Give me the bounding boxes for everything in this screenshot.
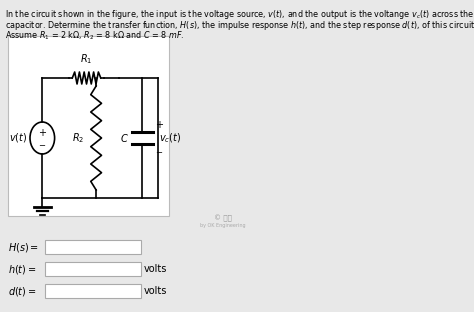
Text: $R_1$: $R_1$ (80, 52, 93, 66)
Text: $v(t)$: $v(t)$ (9, 131, 27, 144)
Text: capacitor. Determine the transfer function, $H(s)$, the impulse response $h(t)$,: capacitor. Determine the transfer functi… (5, 19, 474, 32)
FancyBboxPatch shape (8, 36, 169, 216)
Text: by OK Engineering: by OK Engineering (200, 222, 246, 227)
FancyBboxPatch shape (45, 240, 141, 254)
Text: $v_c(t)$: $v_c(t)$ (159, 131, 182, 145)
FancyBboxPatch shape (45, 284, 141, 298)
Text: $d(t) =$: $d(t) =$ (8, 285, 36, 298)
Text: $R_2$: $R_2$ (72, 131, 84, 145)
FancyBboxPatch shape (45, 262, 141, 276)
Text: $-$: $-$ (38, 139, 46, 149)
Text: © ⓄⓈ: © ⓄⓈ (214, 214, 232, 222)
Text: +: + (155, 120, 163, 130)
Text: $H(s) =$: $H(s) =$ (8, 241, 39, 253)
Text: +: + (38, 128, 46, 138)
Text: In the circuit shown in the figure, the input is the voltage source, $v(t)$, and: In the circuit shown in the figure, the … (5, 8, 474, 21)
Text: volts: volts (144, 286, 167, 296)
Text: $C$: $C$ (120, 132, 129, 144)
Text: $h(t) =$: $h(t) =$ (8, 262, 36, 275)
Text: volts: volts (144, 264, 167, 274)
Text: $-$: $-$ (155, 146, 163, 155)
Text: Assume $R_1$ = 2 k$\Omega$, $R_2$ = 8 k$\Omega$ and $C$ = 8 $mF$.: Assume $R_1$ = 2 k$\Omega$, $R_2$ = 8 k$… (5, 30, 184, 42)
